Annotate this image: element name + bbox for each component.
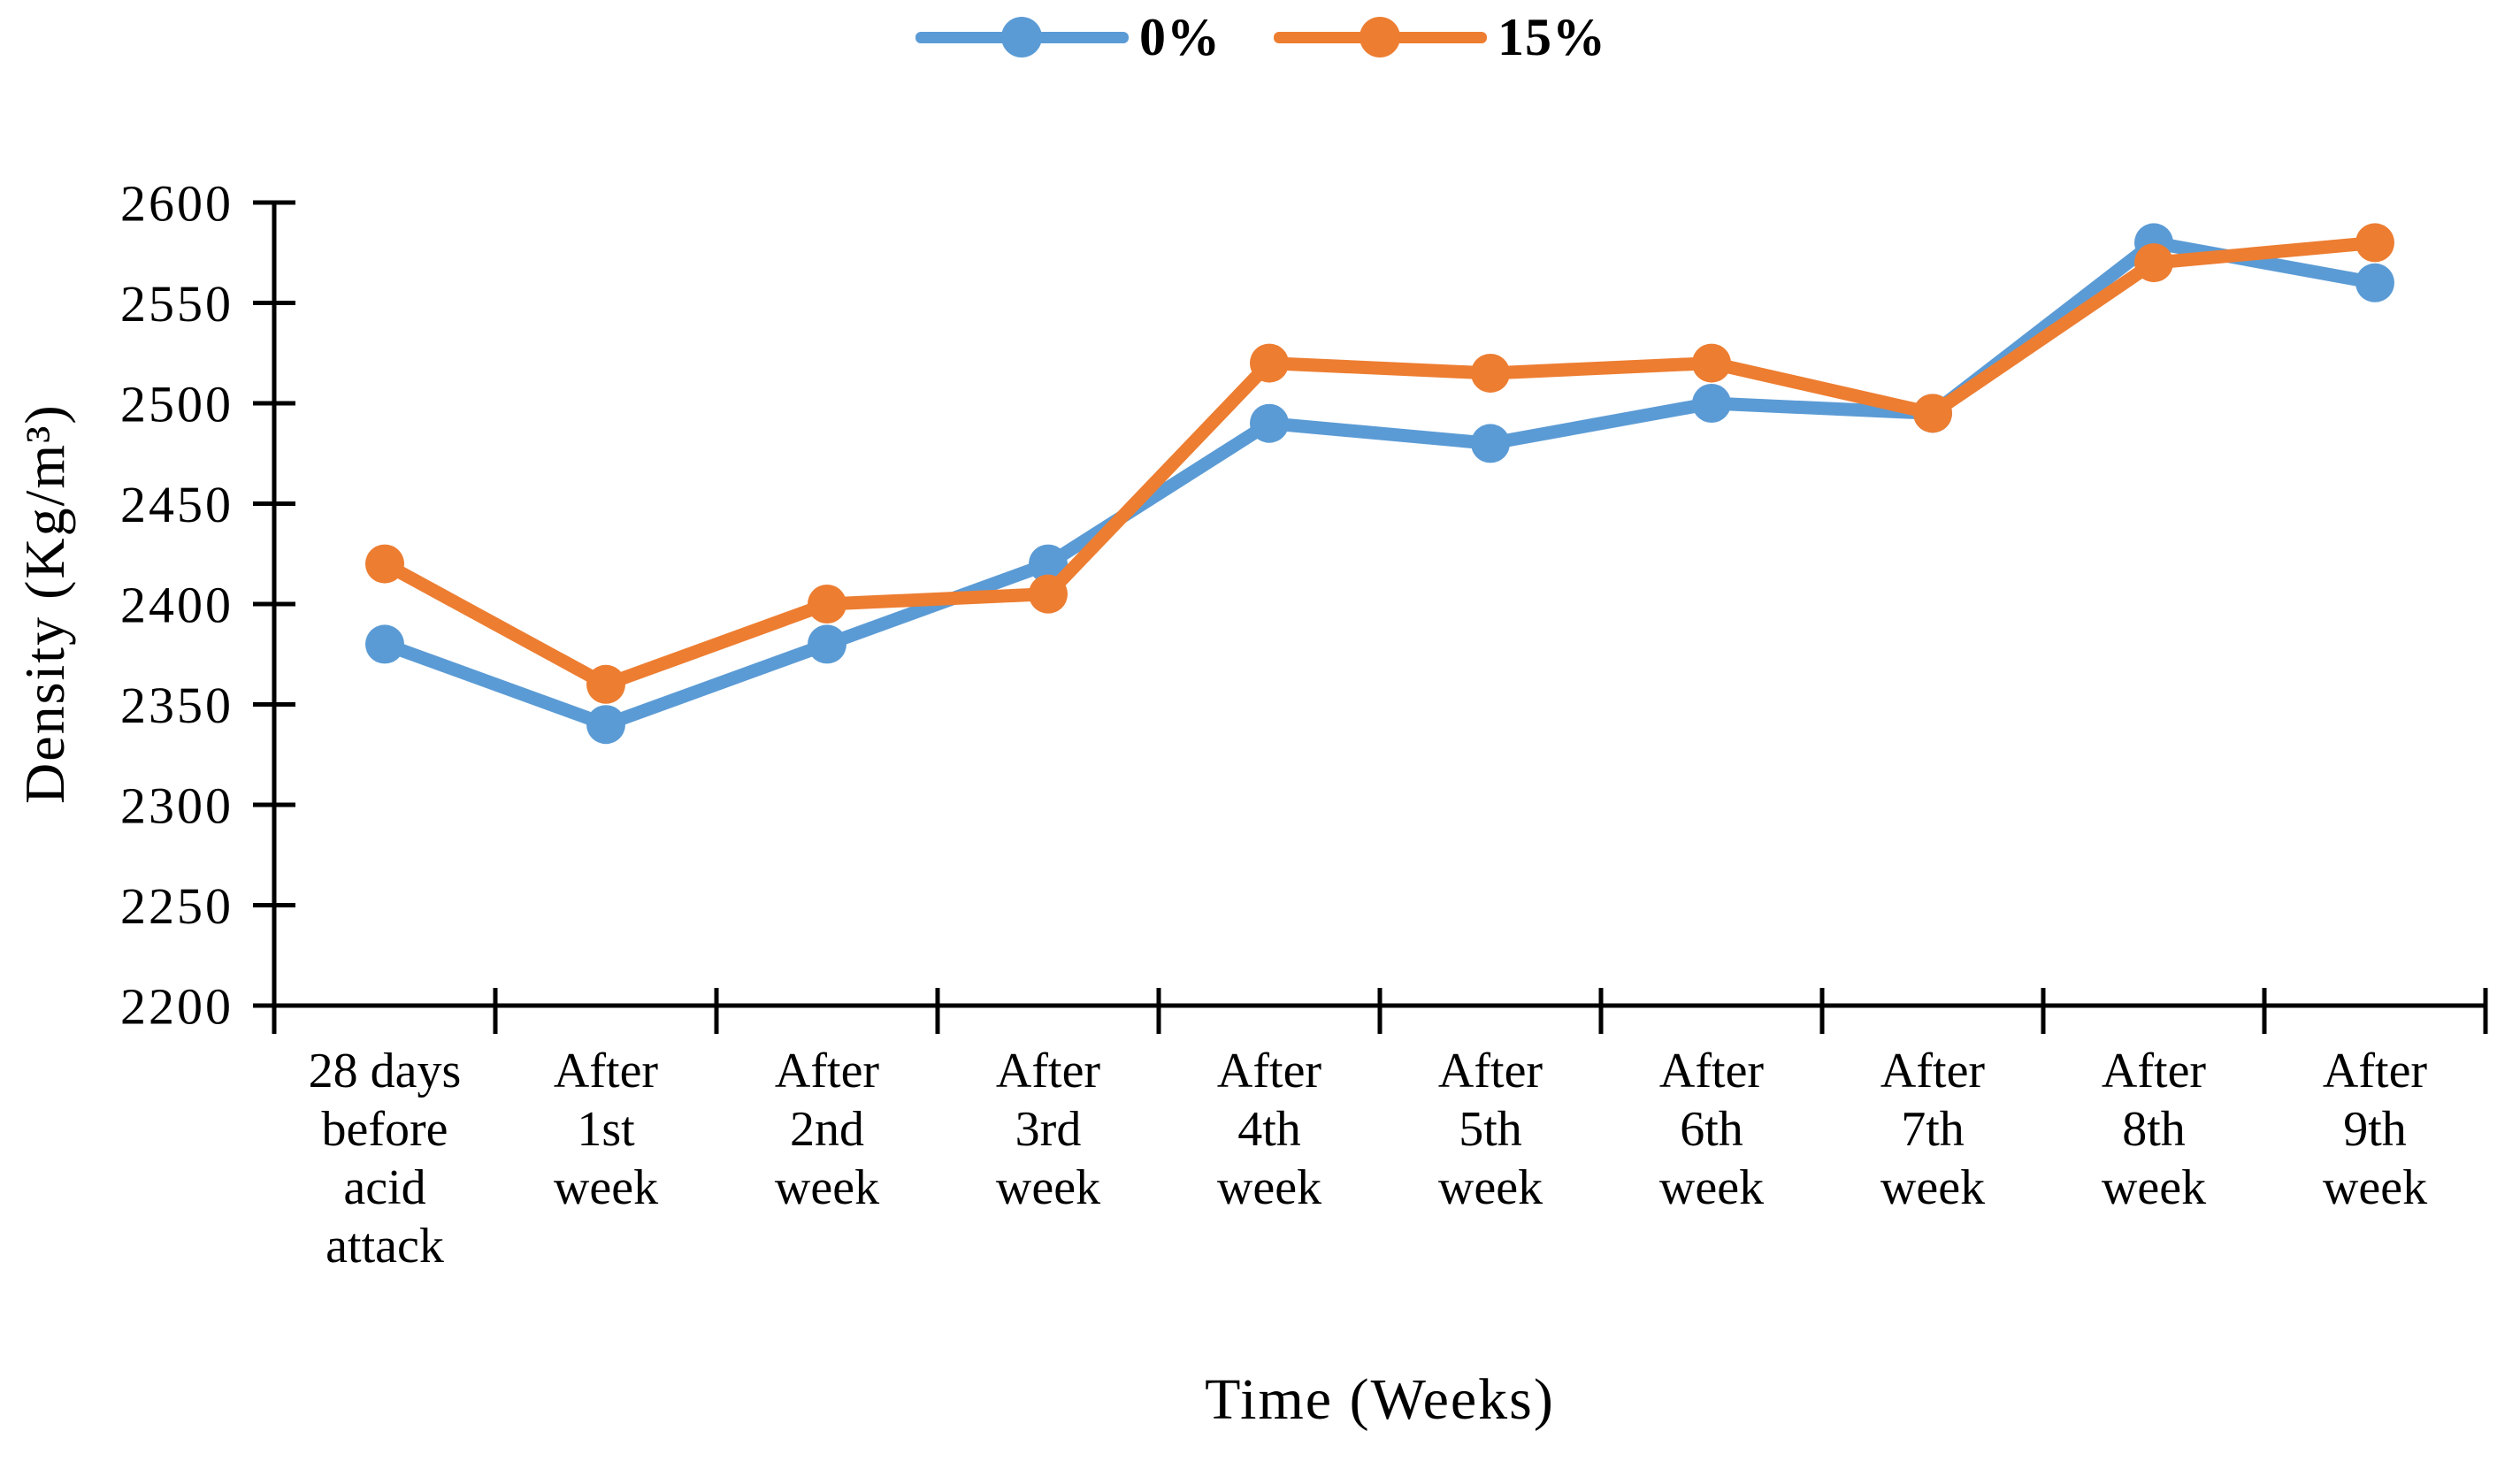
- legend-item-15pct: 15%: [1272, 11, 1606, 64]
- data-point-0%: [1029, 544, 1068, 584]
- data-point-0%: [1692, 384, 1731, 423]
- series-15%: [365, 223, 2394, 704]
- data-point-15%: [1692, 343, 1731, 383]
- series-line-0%: [378, 235, 2382, 731]
- legend-marker-15pct: [1274, 17, 1487, 57]
- series-line-15%: [378, 235, 2382, 692]
- data-point-15%: [1913, 394, 1952, 433]
- x-ticks: [272, 988, 2488, 1034]
- y-tick-label: 2350: [120, 677, 234, 734]
- data-point-15%: [365, 544, 404, 584]
- x-category-label: After 3rd week: [996, 1044, 1101, 1215]
- y-ticks: [253, 200, 295, 1008]
- x-category-label: After 2nd week: [775, 1044, 880, 1215]
- x-category-label: 28 days before acid attack: [309, 1044, 462, 1274]
- y-tick-labels: 2200 2250 2300 2350 2400 2450 2500 2550 2600: [120, 174, 234, 1035]
- x-category-label: After 4th week: [1217, 1044, 1322, 1215]
- chart-legend: 0% 15%: [0, 5, 2520, 69]
- x-axis-title: Time (Weeks): [1205, 1367, 1555, 1432]
- y-tick-label: 2300: [120, 777, 234, 834]
- y-tick-label: 2600: [120, 174, 234, 232]
- data-point-0%: [2355, 263, 2394, 302]
- data-point-15%: [2134, 243, 2173, 283]
- data-point-0%: [1250, 403, 1289, 443]
- data-point-0%: [1471, 424, 1510, 463]
- data-point-15%: [1029, 574, 1068, 614]
- x-category-label: After 7th week: [1880, 1044, 1986, 1215]
- y-tick-label: 2250: [120, 877, 234, 935]
- x-category-label: After 6th week: [1659, 1044, 1765, 1215]
- legend-item-0pct: 0%: [914, 11, 1221, 64]
- y-tick-label: 2550: [120, 275, 234, 333]
- y-tick-label: 2400: [120, 576, 234, 633]
- legend-label-0pct: 0%: [1139, 8, 1221, 66]
- legend-marker-0pct: [915, 17, 1129, 57]
- x-category-label: After 8th week: [2102, 1044, 2207, 1215]
- data-point-15%: [808, 585, 846, 624]
- data-point-0%: [586, 705, 625, 745]
- y-tick-label: 2500: [120, 375, 234, 432]
- legend-label-15pct: 15%: [1497, 8, 1606, 66]
- data-point-0%: [365, 624, 404, 664]
- axes: [272, 203, 2486, 1008]
- x-category-label: After 9th week: [2323, 1044, 2428, 1215]
- legend-dot-swatch: [1360, 17, 1400, 57]
- x-category-label: After 1st week: [554, 1044, 659, 1215]
- y-tick-label: 2200: [120, 977, 234, 1035]
- legend-dot-swatch: [1001, 17, 1042, 57]
- data-point-0%: [808, 624, 846, 664]
- data-point-15%: [1471, 353, 1510, 393]
- data-point-15%: [1250, 343, 1289, 383]
- data-point-15%: [2355, 223, 2394, 263]
- x-category-label: After 5th week: [1438, 1044, 1543, 1215]
- x-tick-labels: 28 days before acid attack After 1st week After…: [309, 1044, 2428, 1274]
- y-tick-label: 2450: [120, 476, 234, 533]
- data-point-15%: [586, 664, 625, 704]
